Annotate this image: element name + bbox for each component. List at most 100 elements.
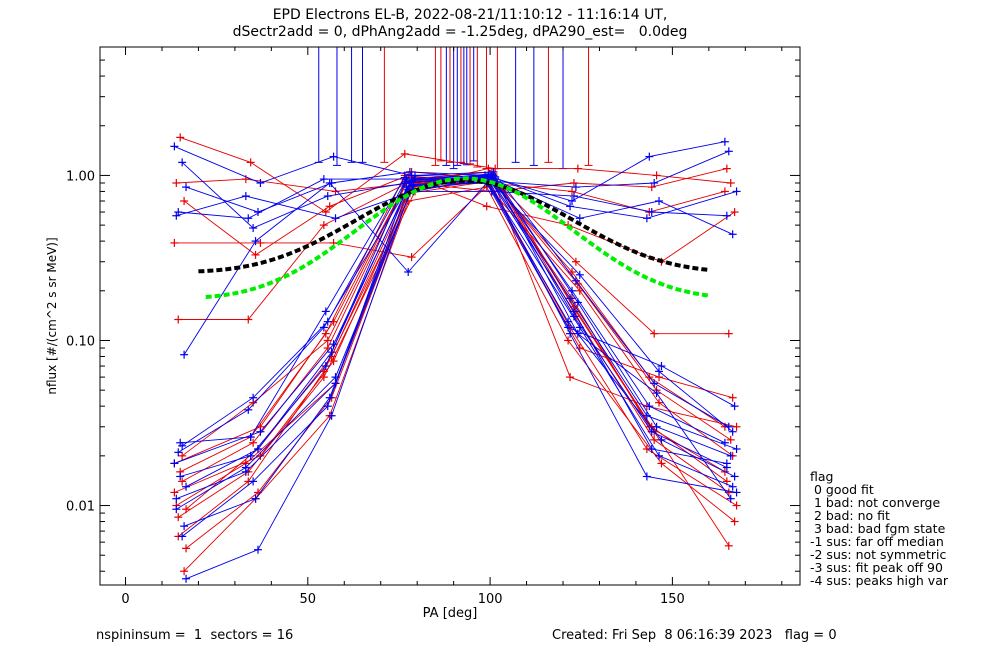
- data-point-marker: [655, 196, 664, 205]
- flag-legend-item: 0 good fit: [810, 482, 874, 497]
- series-line: [181, 182, 733, 482]
- data-point-marker: [180, 350, 189, 359]
- data-point-marker: [172, 505, 181, 514]
- data-point-marker: [564, 323, 573, 332]
- data-point-marker: [182, 183, 191, 192]
- data-point-marker: [249, 477, 258, 486]
- data-point-marker: [325, 202, 334, 211]
- data-point-marker: [400, 173, 409, 182]
- series-line: [185, 168, 737, 510]
- data-point-marker: [722, 164, 731, 173]
- data-point-marker: [657, 362, 666, 371]
- data-point-marker: [321, 362, 330, 371]
- data-point-marker: [180, 196, 189, 205]
- series-line: [181, 174, 733, 447]
- data-point-marker: [405, 167, 414, 176]
- data-point-marker: [244, 405, 253, 414]
- data-point-marker: [724, 329, 733, 338]
- flag-legend-heading: flag: [810, 469, 834, 484]
- data-point-marker: [650, 379, 659, 388]
- data-point-marker: [249, 393, 258, 402]
- data-point-marker: [253, 208, 262, 217]
- data-point-marker: [642, 214, 651, 223]
- data-point-marker: [241, 175, 250, 184]
- data-point-marker: [726, 451, 735, 460]
- data-point-marker: [566, 329, 575, 338]
- data-point-marker: [566, 373, 575, 382]
- data-point-marker: [569, 178, 578, 187]
- data-point-marker: [569, 192, 578, 201]
- series-line: [178, 178, 729, 335]
- data-point-marker: [575, 214, 584, 223]
- data-point-marker: [182, 505, 191, 514]
- series-line: [176, 182, 727, 500]
- data-point-marker: [652, 171, 661, 180]
- plot-frame: [99, 46, 801, 586]
- data-point-marker: [319, 175, 328, 184]
- data-point-marker: [176, 438, 185, 447]
- footer-created-info: Created: Fri Sep 8 06:16:39 2023 flag = …: [552, 628, 837, 643]
- x-tick-label: 50: [300, 592, 317, 607]
- data-point-marker: [176, 133, 185, 142]
- series-line: [183, 182, 735, 407]
- data-point-marker: [732, 422, 741, 431]
- data-point-marker: [180, 522, 189, 531]
- data-point-marker: [732, 445, 741, 454]
- data-point-marker: [642, 411, 651, 420]
- data-point-marker: [174, 448, 183, 457]
- chart-title-line1: EPD Electrons EL-B, 2022-08-21/11:10:12 …: [272, 7, 668, 23]
- data-point-marker: [720, 187, 729, 196]
- data-point-marker: [251, 237, 260, 246]
- series-line: [181, 177, 733, 537]
- data-point-marker: [170, 459, 179, 468]
- data-point-marker: [657, 459, 666, 468]
- data-point-marker: [178, 532, 187, 541]
- data-point-marker: [568, 286, 577, 295]
- data-point-marker: [730, 472, 739, 481]
- data-point-marker: [180, 567, 189, 576]
- data-point-marker: [657, 435, 666, 444]
- data-point-marker: [331, 187, 340, 196]
- data-point-marker: [564, 336, 573, 345]
- data-point-marker: [178, 477, 187, 486]
- data-point-marker: [726, 435, 735, 444]
- data-point-marker: [178, 451, 187, 460]
- series-line: [174, 141, 725, 202]
- data-point-marker: [650, 178, 659, 187]
- data-point-marker: [728, 230, 737, 239]
- data-point-marker: [319, 221, 328, 230]
- chart-title-line2: dSectr2add = 0, dPhAng2add = -1.25deg, d…: [232, 24, 688, 40]
- data-point-marker: [575, 270, 584, 279]
- data-point-marker: [728, 393, 737, 402]
- data-point-marker: [722, 211, 731, 220]
- data-point-marker: [726, 178, 735, 187]
- data-point-marker: [331, 373, 340, 382]
- data-point-marker: [176, 472, 185, 481]
- data-point-marker: [256, 427, 265, 436]
- data-point-marker: [327, 411, 336, 420]
- data-point-marker: [178, 158, 187, 167]
- series-line: [185, 171, 737, 219]
- flag-legend-item: 1 bad: not converge: [810, 495, 941, 510]
- data-point-marker: [571, 183, 580, 192]
- data-point-marker: [404, 267, 413, 276]
- data-point-marker: [724, 422, 733, 431]
- data-point-marker: [244, 214, 253, 223]
- series-line: [178, 174, 730, 518]
- data-point-marker: [170, 488, 179, 497]
- data-point-marker: [720, 137, 729, 146]
- fit-curves: [198, 176, 710, 299]
- y-axis-label: nflux [#/(cm^2 s sr MeV)]: [45, 237, 59, 394]
- data-point-marker: [329, 152, 338, 161]
- data-point-marker: [647, 427, 656, 436]
- data-point-marker: [724, 147, 733, 156]
- data-point-marker: [728, 482, 737, 491]
- data-point-marker: [575, 344, 584, 353]
- data-point-marker: [655, 398, 664, 407]
- data-point-marker: [329, 357, 338, 366]
- data-point-marker: [728, 427, 737, 436]
- data-point-marker: [487, 187, 496, 196]
- data-point-marker: [323, 402, 332, 411]
- axes: 0 50 100 150 0.01 0.10 1.00: [66, 46, 800, 607]
